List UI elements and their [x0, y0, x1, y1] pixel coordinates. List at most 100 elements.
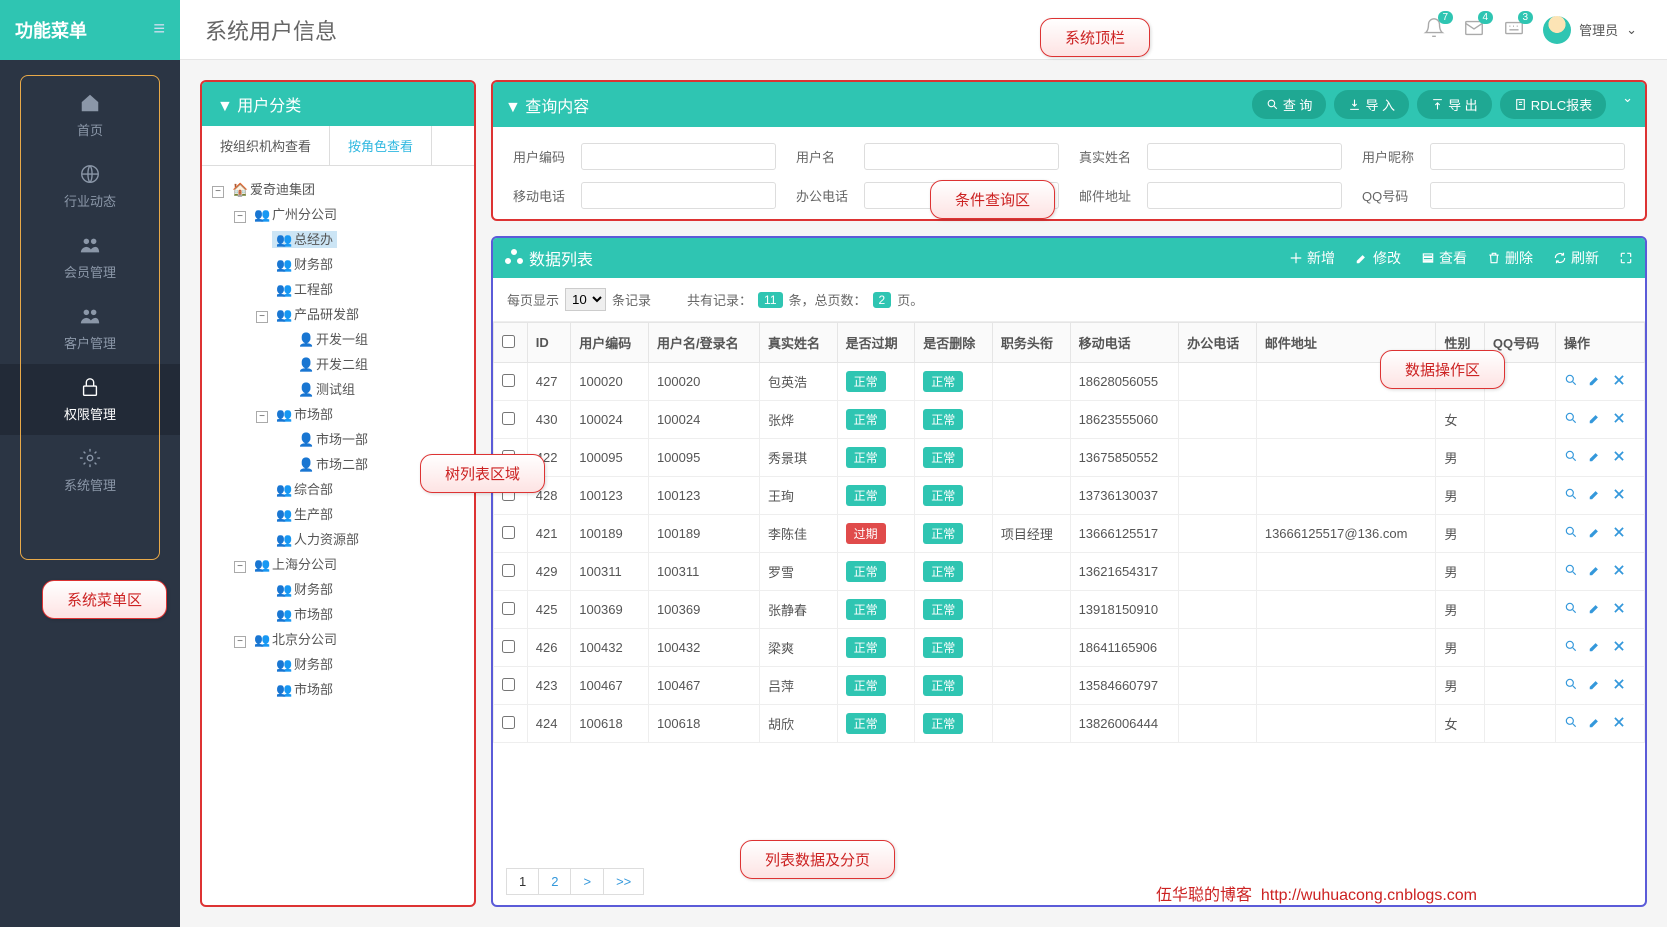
- query-input[interactable]: [1430, 143, 1625, 170]
- row-checkbox[interactable]: [502, 716, 515, 729]
- row-edit-icon[interactable]: [1588, 639, 1602, 656]
- page-button[interactable]: >: [570, 868, 604, 895]
- tree-node[interactable]: 👥财务部: [256, 651, 464, 676]
- column-header[interactable]: 办公电话: [1179, 323, 1257, 363]
- tree-node[interactable]: 👥总经办: [256, 226, 464, 251]
- footer-link[interactable]: http://wuhuacong.cnblogs.com: [1261, 887, 1477, 904]
- query-input[interactable]: [1430, 182, 1625, 209]
- tree-node[interactable]: −👥北京分公司: [234, 626, 464, 651]
- tree-node[interactable]: −🏠爱奇迪集团: [212, 176, 464, 201]
- row-delete-icon[interactable]: [1612, 411, 1626, 428]
- tree-node[interactable]: 👤市场一部: [278, 426, 464, 451]
- column-header[interactable]: 是否过期: [837, 323, 915, 363]
- expand-icon[interactable]: [1619, 248, 1633, 268]
- row-delete-icon[interactable]: [1612, 373, 1626, 390]
- delete-button[interactable]: 删除: [1487, 248, 1533, 268]
- tree-node[interactable]: 👤开发一组: [278, 326, 464, 351]
- tree-node[interactable]: −👥上海分公司: [234, 551, 464, 576]
- collapse-icon[interactable]: ⌄: [1622, 90, 1633, 119]
- tree-node[interactable]: 👤测试组: [278, 376, 464, 401]
- row-view-icon[interactable]: [1564, 449, 1578, 466]
- page-button[interactable]: >>: [603, 868, 644, 895]
- tree-tab-role[interactable]: 按角色查看: [330, 126, 432, 165]
- tree-tab-org[interactable]: 按组织机构查看: [202, 126, 330, 165]
- page-button[interactable]: 1: [506, 868, 539, 895]
- search-button[interactable]: 查 询: [1252, 90, 1327, 119]
- row-delete-icon[interactable]: [1612, 677, 1626, 694]
- tree-toggle-icon[interactable]: −: [234, 561, 246, 573]
- view-button[interactable]: 查看: [1421, 248, 1467, 268]
- column-header[interactable]: 移动电话: [1070, 323, 1179, 363]
- row-checkbox[interactable]: [502, 564, 515, 577]
- menu-toggle-icon[interactable]: ≡: [153, 18, 165, 41]
- row-edit-icon[interactable]: [1588, 487, 1602, 504]
- query-input[interactable]: [864, 143, 1059, 170]
- tree-node[interactable]: 👥人力资源部: [256, 526, 464, 551]
- rdlc-button[interactable]: RDLC报表: [1500, 90, 1606, 119]
- tree-node[interactable]: −👥广州分公司: [234, 201, 464, 226]
- table-row[interactable]: 428 100123 100123 王珣 正常 正常 13736130037 男: [494, 477, 1645, 515]
- edit-button[interactable]: 修改: [1355, 248, 1401, 268]
- table-row[interactable]: 425 100369 100369 张静春 正常 正常 13918150910 …: [494, 591, 1645, 629]
- column-header[interactable]: ID: [527, 323, 571, 363]
- column-header[interactable]: 是否删除: [915, 323, 993, 363]
- row-edit-icon[interactable]: [1588, 563, 1602, 580]
- row-delete-icon[interactable]: [1612, 715, 1626, 732]
- bell-icon[interactable]: 7: [1423, 17, 1445, 42]
- row-checkbox[interactable]: [502, 526, 515, 539]
- query-input[interactable]: [581, 143, 776, 170]
- tree-node[interactable]: −👥产品研发部: [256, 301, 464, 326]
- row-view-icon[interactable]: [1564, 487, 1578, 504]
- row-edit-icon[interactable]: [1588, 525, 1602, 542]
- tree-node[interactable]: 👥市场部: [256, 601, 464, 626]
- row-edit-icon[interactable]: [1588, 411, 1602, 428]
- row-delete-icon[interactable]: [1612, 563, 1626, 580]
- table-row[interactable]: 426 100432 100432 梁爽 正常 正常 18641165906 男: [494, 629, 1645, 667]
- table-row[interactable]: 429 100311 100311 罗雪 正常 正常 13621654317 男: [494, 553, 1645, 591]
- query-input[interactable]: [581, 182, 776, 209]
- tree-toggle-icon[interactable]: −: [256, 311, 268, 323]
- table-row[interactable]: 421 100189 100189 李陈佳 过期 正常 项目经理 1366612…: [494, 515, 1645, 553]
- row-edit-icon[interactable]: [1588, 373, 1602, 390]
- row-view-icon[interactable]: [1564, 411, 1578, 428]
- row-edit-icon[interactable]: [1588, 677, 1602, 694]
- mail-icon[interactable]: 4: [1463, 17, 1485, 42]
- table-row[interactable]: 424 100618 100618 胡欣 正常 正常 13826006444 女: [494, 705, 1645, 743]
- row-edit-icon[interactable]: [1588, 449, 1602, 466]
- query-input[interactable]: [1147, 182, 1342, 209]
- row-delete-icon[interactable]: [1612, 601, 1626, 618]
- row-checkbox[interactable]: [502, 678, 515, 691]
- column-header[interactable]: 用户名/登录名: [648, 323, 759, 363]
- row-delete-icon[interactable]: [1612, 449, 1626, 466]
- row-delete-icon[interactable]: [1612, 639, 1626, 656]
- table-row[interactable]: 430 100024 100024 张烨 正常 正常 18623555060 女: [494, 401, 1645, 439]
- table-row[interactable]: 423 100467 100467 吕萍 正常 正常 13584660797 男: [494, 667, 1645, 705]
- row-edit-icon[interactable]: [1588, 601, 1602, 618]
- select-all-checkbox[interactable]: [502, 335, 515, 348]
- tree-node[interactable]: 👥市场部: [256, 676, 464, 701]
- row-view-icon[interactable]: [1564, 715, 1578, 732]
- export-button[interactable]: 导 出: [1417, 90, 1492, 119]
- row-delete-icon[interactable]: [1612, 525, 1626, 542]
- tree-node[interactable]: 👥工程部: [256, 276, 464, 301]
- per-page-select[interactable]: 10: [565, 288, 606, 311]
- tree-node[interactable]: 👤开发二组: [278, 351, 464, 376]
- row-delete-icon[interactable]: [1612, 487, 1626, 504]
- tree-node[interactable]: 👥生产部: [256, 501, 464, 526]
- row-view-icon[interactable]: [1564, 639, 1578, 656]
- row-checkbox[interactable]: [502, 602, 515, 615]
- table-row[interactable]: 422 100095 100095 秀景琪 正常 正常 13675850552 …: [494, 439, 1645, 477]
- tree-node[interactable]: −👥市场部: [256, 401, 464, 426]
- column-header[interactable]: 用户编码: [571, 323, 649, 363]
- row-view-icon[interactable]: [1564, 563, 1578, 580]
- row-edit-icon[interactable]: [1588, 715, 1602, 732]
- tree-toggle-icon[interactable]: −: [234, 636, 246, 648]
- row-view-icon[interactable]: [1564, 601, 1578, 618]
- column-header[interactable]: 真实姓名: [759, 323, 837, 363]
- row-view-icon[interactable]: [1564, 525, 1578, 542]
- keyboard-icon[interactable]: 3: [1503, 17, 1525, 42]
- table-wrap[interactable]: ID用户编码用户名/登录名真实姓名是否过期是否删除职务头衔移动电话办公电话邮件地…: [493, 322, 1645, 858]
- row-view-icon[interactable]: [1564, 373, 1578, 390]
- column-header[interactable]: 操作: [1556, 323, 1645, 363]
- row-view-icon[interactable]: [1564, 677, 1578, 694]
